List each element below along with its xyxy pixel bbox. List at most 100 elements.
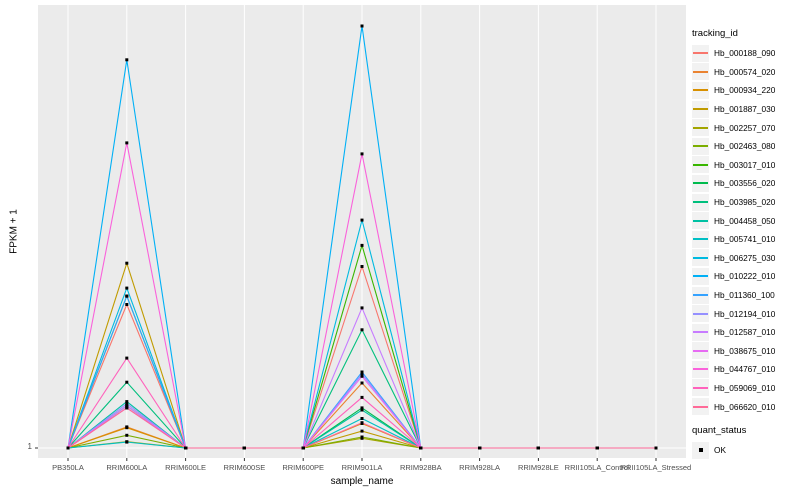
legend-item-Hb_059069_010: Hb_059069_010 [692, 379, 800, 398]
point-Hb_059069_010 [360, 395, 364, 399]
point-Hb_003556_020 [360, 406, 364, 410]
legend-item-label: Hb_005741_010 [714, 234, 776, 245]
legend-item-Hb_002257_070: Hb_002257_070 [692, 118, 800, 137]
x-axis-title: sample_name [330, 476, 394, 487]
legend-line-swatch-icon [692, 81, 709, 99]
legend-line-swatch-icon [692, 100, 709, 118]
x-tick-label: RRIM600LE [165, 463, 207, 472]
point-Hb_006275_030 [360, 218, 364, 222]
point-Hb_003985_020 [360, 328, 364, 332]
legend-item-label: Hb_004458_050 [714, 215, 776, 226]
legend-title-quant-status: quant_status [692, 424, 747, 436]
x-tick-label: RRIM600LA [106, 463, 148, 472]
legend-item-Hb_000934_220: Hb_000934_220 [692, 81, 800, 100]
legend-item-label: Hb_003985_020 [714, 197, 776, 208]
legend-line-swatch-icon [692, 360, 709, 378]
point-Hb_010222_010 [360, 24, 364, 28]
point-Hb_066620_010 [360, 421, 364, 425]
x-tick-label: RRIM928BA [399, 463, 442, 472]
legend-line-swatch-icon [692, 305, 709, 323]
x-tick-label: RRII105LA_Control [564, 463, 630, 472]
point-Hb_012194_010 [360, 372, 364, 376]
legend-item-Hb_006275_030: Hb_006275_030 [692, 249, 800, 268]
legend-item-ok: OK [692, 441, 800, 460]
legend-item-label: Hb_000934_220 [714, 85, 776, 96]
legend-item-label: Hb_010222_010 [714, 271, 776, 282]
legend-item-Hb_012194_010: Hb_012194_010 [692, 304, 800, 323]
legend-item-Hb_003017_010: Hb_003017_010 [692, 156, 800, 175]
point-Hb_000934_220 [125, 426, 129, 430]
legend-line-swatch-icon [692, 156, 709, 174]
point-Hb_005741_010 [360, 417, 364, 420]
point-Hb_011360_100 [360, 370, 364, 374]
point-Hb_005741_010 [125, 440, 129, 444]
point-Hb_004458_050 [360, 408, 364, 412]
legend-item-Hb_003985_020: Hb_003985_020 [692, 193, 800, 212]
legend-line-swatch-icon [692, 286, 709, 304]
legend-item-Hb_000574_020: Hb_000574_020 [692, 63, 800, 82]
point-Hb_010222_010 [125, 58, 129, 62]
point-Hb_003985_020 [125, 380, 129, 384]
point-Hb_066620_010 [184, 446, 188, 450]
x-tick-label: RRIM928LA [459, 463, 501, 472]
point-Hb_004458_050 [125, 400, 129, 404]
point-Hb_003017_010 [360, 243, 364, 247]
legend-item-label: Hb_011360_100 [714, 290, 775, 301]
point-Hb_066620_010 [419, 446, 423, 450]
legend-line-swatch-icon [692, 323, 709, 341]
legend-line-swatch-icon [692, 249, 709, 267]
legend-item-label: Hb_002463_080 [714, 141, 776, 152]
ok-square-icon [692, 441, 709, 459]
point-Hb_000188_090 [360, 265, 364, 268]
legend-item-label: Hb_012587_010 [714, 327, 776, 338]
x-tick-label: PB350LA [52, 463, 84, 472]
point-Hb_066620_010 [125, 406, 129, 410]
legend-line-swatch-icon [692, 230, 709, 248]
legend-line-swatch-icon [692, 119, 709, 137]
legend-line-swatch-icon [692, 44, 709, 62]
point-Hb_012194_010 [125, 402, 129, 406]
legend-items: Hb_000188_090 Hb_000574_020 Hb_000934_220 H… [692, 44, 800, 416]
legend-item-Hb_001887_030: Hb_001887_030 [692, 100, 800, 119]
x-tick-label: RRIM901LA [341, 463, 383, 472]
legend: tracking_id Hb_000188_090 Hb_000574_020 Hb… [692, 28, 800, 459]
point-Hb_066620_010 [301, 446, 305, 450]
legend-item-label: Hb_000574_020 [714, 66, 776, 77]
point-Hb_059069_010 [125, 356, 129, 360]
legend-title-tracking-id: tracking_id [692, 28, 738, 39]
legend-line-swatch-icon [692, 342, 709, 360]
x-tick-label: RRIM600PE [282, 463, 325, 472]
point-Hb_066620_010 [478, 446, 482, 450]
legend-item-label: Hb_003556_020 [714, 178, 776, 189]
legend-item-Hb_012587_010: Hb_012587_010 [692, 323, 800, 342]
legend-item-label: Hb_059069_010 [714, 382, 776, 393]
legend-item-Hb_066620_010: Hb_066620_010 [692, 397, 800, 416]
point-Hb_066620_010 [66, 446, 70, 450]
point-Hb_002463_080 [125, 433, 129, 437]
point-Hb_000188_090 [125, 303, 129, 306]
x-tick-label: RRIM600SE [223, 463, 266, 472]
legend-item-Hb_005741_010: Hb_005741_010 [692, 230, 800, 249]
point-Hb_001887_030 [360, 429, 364, 433]
legend-item-Hb_044767_010: Hb_044767_010 [692, 360, 800, 379]
point-Hb_066620_010 [595, 446, 599, 450]
legend-line-swatch-icon [692, 137, 709, 155]
point-Hb_012587_010 [360, 306, 364, 310]
legend-item-label: Hb_001887_030 [714, 104, 776, 115]
legend-item-Hb_011360_100: Hb_011360_100 [692, 286, 800, 305]
point-Hb_044767_010 [125, 141, 129, 145]
point-Hb_001887_030 [125, 261, 129, 265]
x-tick-label: RRIM928LE [517, 463, 559, 472]
point-Hb_000574_020 [360, 381, 364, 385]
point-Hb_066620_010 [536, 446, 540, 450]
legend-line-swatch-icon [692, 267, 709, 285]
point-Hb_012587_010 [125, 404, 129, 408]
legend-item-Hb_003556_020: Hb_003556_020 [692, 174, 800, 193]
legend-item-label: Hb_038675_010 [714, 345, 776, 356]
legend-item-Hb_010222_010: Hb_010222_010 [692, 267, 800, 286]
legend-item-Hb_038675_010: Hb_038675_010 [692, 342, 800, 361]
legend-item-label: Hb_066620_010 [714, 401, 776, 412]
legend-line-swatch-icon [692, 63, 709, 81]
